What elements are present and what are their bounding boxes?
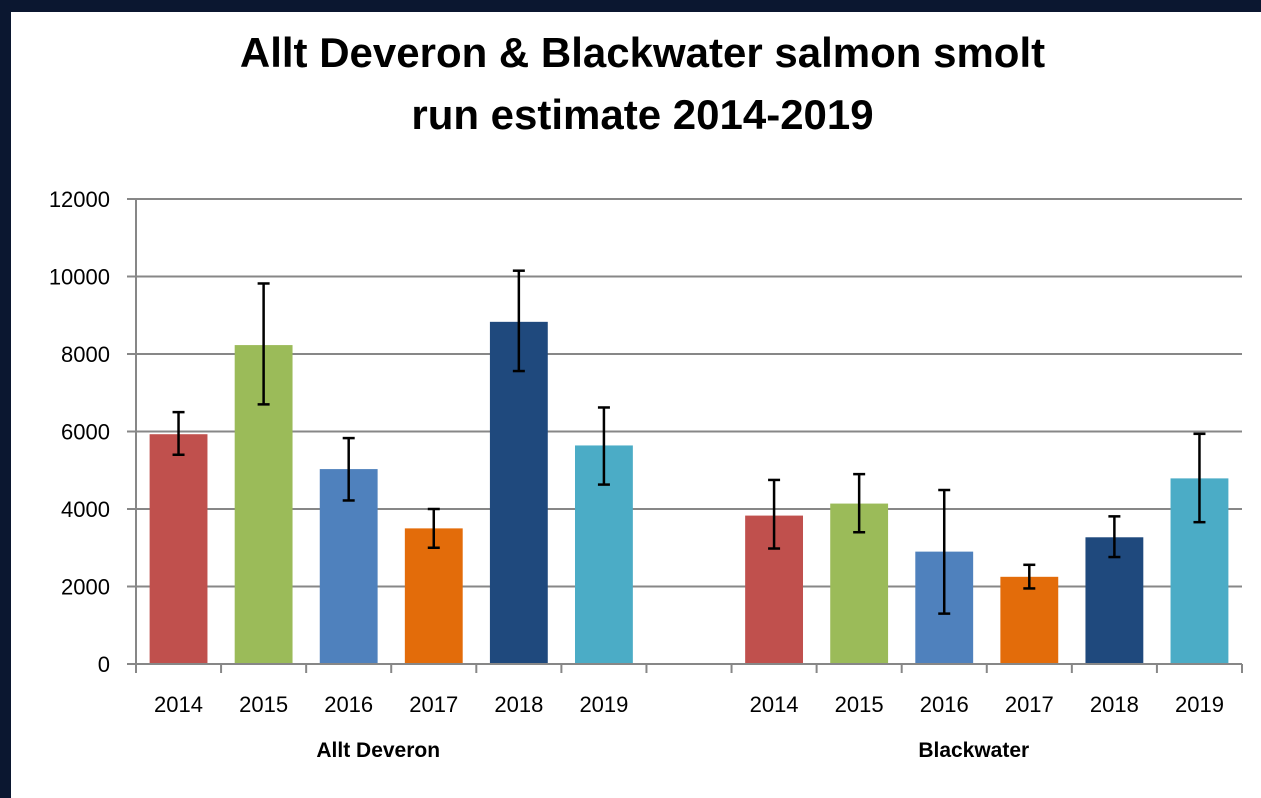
x-tick-label: 2016: [324, 692, 373, 717]
bar-blackwater-2018: [1085, 537, 1144, 664]
chart-background: [11, 12, 1261, 798]
y-tick-label: 10000: [49, 265, 110, 290]
bar-allt-deveron-2014: [149, 434, 208, 664]
x-axis: 2014 2015 2016 2017 2018 2019 2014 2015 2016 2017…: [135, 663, 1243, 762]
y-axis: 0 2000 4000 6000 8000 10000 12000: [49, 187, 137, 677]
x-tick-label: 2017: [1005, 692, 1054, 717]
x-tick-label: 2018: [1090, 692, 1139, 717]
x-tick-label: 2019: [1175, 692, 1224, 717]
y-tick-label: 6000: [61, 420, 110, 445]
bar-allt-deveron-2018: [489, 321, 548, 664]
x-tick-label: 2017: [409, 692, 458, 717]
x-tick-label: 2016: [920, 692, 969, 717]
x-tick-label: 2014: [154, 692, 203, 717]
bar-blackwater-2017: [1000, 576, 1059, 664]
error-bars: [172, 269, 1206, 615]
group-label: Allt Deveron: [316, 739, 440, 762]
bar-allt-deveron-2017: [404, 528, 463, 664]
y-tick-label: 12000: [49, 187, 110, 212]
x-tick-label: 2018: [494, 692, 543, 717]
x-tick-label: 2015: [835, 692, 884, 717]
x-tick-label: 2019: [579, 692, 628, 717]
y-tick-label: 2000: [61, 575, 110, 600]
x-tick-label: 2014: [750, 692, 799, 717]
chart-title-line-1: Allt Deveron & Blackwater salmon smolt: [239, 29, 1046, 76]
group-label: Blackwater: [918, 739, 1029, 762]
bars: [149, 321, 1229, 664]
y-tick-label: 8000: [61, 342, 110, 367]
x-tick-label: 2015: [239, 692, 288, 717]
y-tick-label: 4000: [61, 497, 110, 522]
chart-title: Allt Deveron & Blackwater salmon smolt r…: [0, 22, 1261, 146]
chart-title-line-2: run estimate 2014-2019: [411, 91, 874, 138]
y-tick-label: 0: [98, 652, 110, 677]
gridlines: [136, 198, 1242, 588]
